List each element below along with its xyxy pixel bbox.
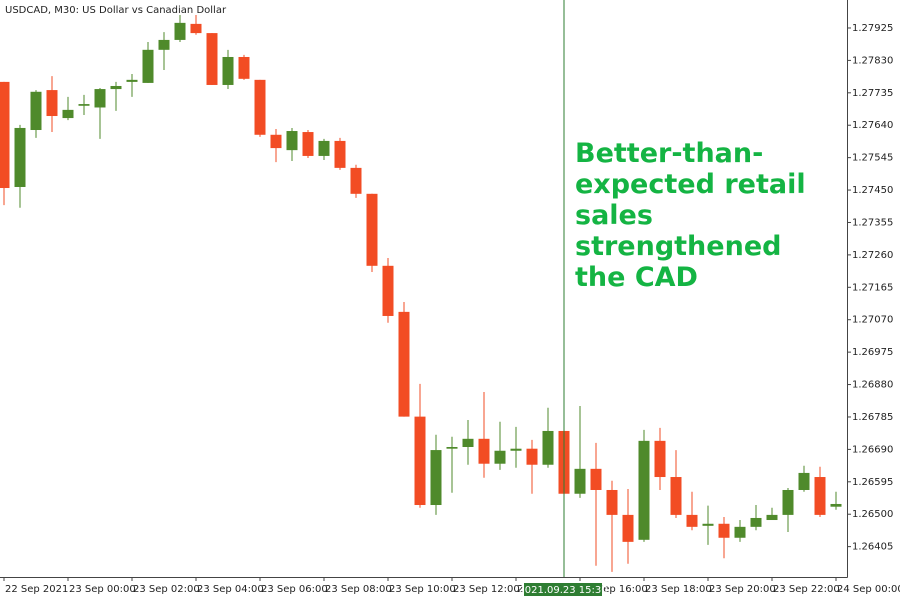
candle-body (766, 514, 778, 521)
y-tick-label: 1.27735 (852, 88, 893, 99)
annotation-line: Better-than- (575, 138, 763, 169)
candle-body (750, 517, 762, 527)
candle-body (350, 167, 362, 194)
candle-body (334, 140, 346, 168)
candle-body (254, 79, 266, 135)
y-tick-label: 1.26975 (852, 347, 893, 358)
y-tick-label: 1.26500 (852, 509, 893, 520)
crosshair-label-box (524, 583, 602, 596)
y-tick-label: 1.27355 (852, 217, 893, 228)
candle-body (638, 440, 650, 540)
y-tick-label: 1.26595 (852, 477, 893, 488)
y-tick-label: 1.26405 (852, 542, 893, 553)
candle-body (526, 448, 538, 465)
candle-body (174, 22, 186, 40)
candle-body (46, 90, 58, 117)
x-tick-label: 23 Sep 16:00 (581, 584, 648, 595)
y-tick-label: 1.26785 (852, 412, 893, 423)
x-tick-label: 23 Sep 08:00 (325, 584, 392, 595)
candle-body (670, 477, 682, 515)
candle-body (702, 523, 714, 526)
candle-body (398, 311, 410, 417)
candle-body (542, 430, 554, 465)
candle-body (158, 39, 170, 50)
candle-body (14, 127, 26, 187)
candle-body (238, 56, 250, 79)
candle-body (686, 514, 698, 527)
candle-body (414, 416, 426, 506)
candle-body (302, 132, 314, 156)
candle-body (590, 468, 602, 490)
candle-body (478, 438, 490, 464)
candle-body (318, 140, 330, 156)
candle-body (110, 85, 122, 90)
x-tick-label: 23 Sep 02:00 (133, 584, 200, 595)
x-tick-label: 23 Sep 12:00 (453, 584, 520, 595)
x-tick-label: 23 Sep 18:00 (645, 584, 712, 595)
candle-body (142, 49, 154, 83)
candle-body (814, 477, 826, 515)
chart-title: USDCAD, M30: US Dollar vs Canadian Dolla… (5, 5, 227, 16)
candle-body (606, 489, 618, 515)
candle-body (798, 472, 810, 490)
annotation-line: the CAD (575, 262, 698, 293)
x-tick-label: 23 Sep 10:00 (389, 584, 456, 595)
x-tick-label: 23 Sep 06:00 (261, 584, 328, 595)
annotation-line: expected retail (575, 169, 806, 200)
y-tick-label: 1.27545 (852, 153, 893, 164)
crosshair-label: 2021.09.23 15:30 (518, 585, 607, 596)
candle-body (286, 131, 298, 151)
y-tick-label: 1.27165 (852, 282, 893, 293)
y-tick-label: 1.26690 (852, 444, 893, 455)
candle-body (622, 514, 634, 542)
y-tick-label: 1.27830 (852, 55, 893, 66)
candle-body (382, 265, 394, 316)
candle-body (126, 79, 138, 82)
candle-body (654, 440, 666, 478)
candle-body (190, 23, 202, 34)
candle-body (494, 450, 506, 464)
annotation-line: strengthened (575, 231, 781, 262)
candle-body (446, 446, 458, 449)
candle-body (206, 33, 218, 85)
candle-body (574, 468, 586, 494)
x-tick-label: 23 Sep 22:00 (773, 584, 840, 595)
candle-body (94, 89, 106, 108)
candle-body (78, 104, 90, 106)
y-tick-label: 1.27925 (852, 23, 893, 34)
annotation-line: sales (575, 200, 653, 231)
y-tick-label: 1.27260 (852, 250, 893, 261)
x-tick-label: 23 Sep 00:00 (69, 584, 136, 595)
candle-body (462, 438, 474, 447)
x-tick-label: 24 Sep 00:00 (837, 584, 900, 595)
candle-body (62, 109, 74, 119)
y-tick-label: 1.27070 (852, 315, 893, 326)
candle-body (270, 134, 282, 149)
x-tick-label: 23 Sep 20:00 (709, 584, 776, 595)
candle-body (222, 56, 234, 85)
y-tick-label: 1.26880 (852, 380, 893, 391)
candle-body (830, 503, 842, 507)
candle-body (782, 489, 794, 515)
candle-body (510, 448, 522, 451)
candle-body (366, 193, 378, 266)
candle-body (430, 450, 442, 506)
x-tick-label: 22 Sep 2021 (5, 584, 68, 595)
candle-body (0, 81, 10, 189)
y-tick-label: 1.27450 (852, 185, 893, 196)
candle-body (30, 91, 42, 131)
x-tick-label: 23 Sep 04:00 (197, 584, 264, 595)
y-tick-label: 1.27640 (852, 120, 893, 131)
candle-body (718, 523, 730, 538)
candle-body (734, 526, 746, 538)
